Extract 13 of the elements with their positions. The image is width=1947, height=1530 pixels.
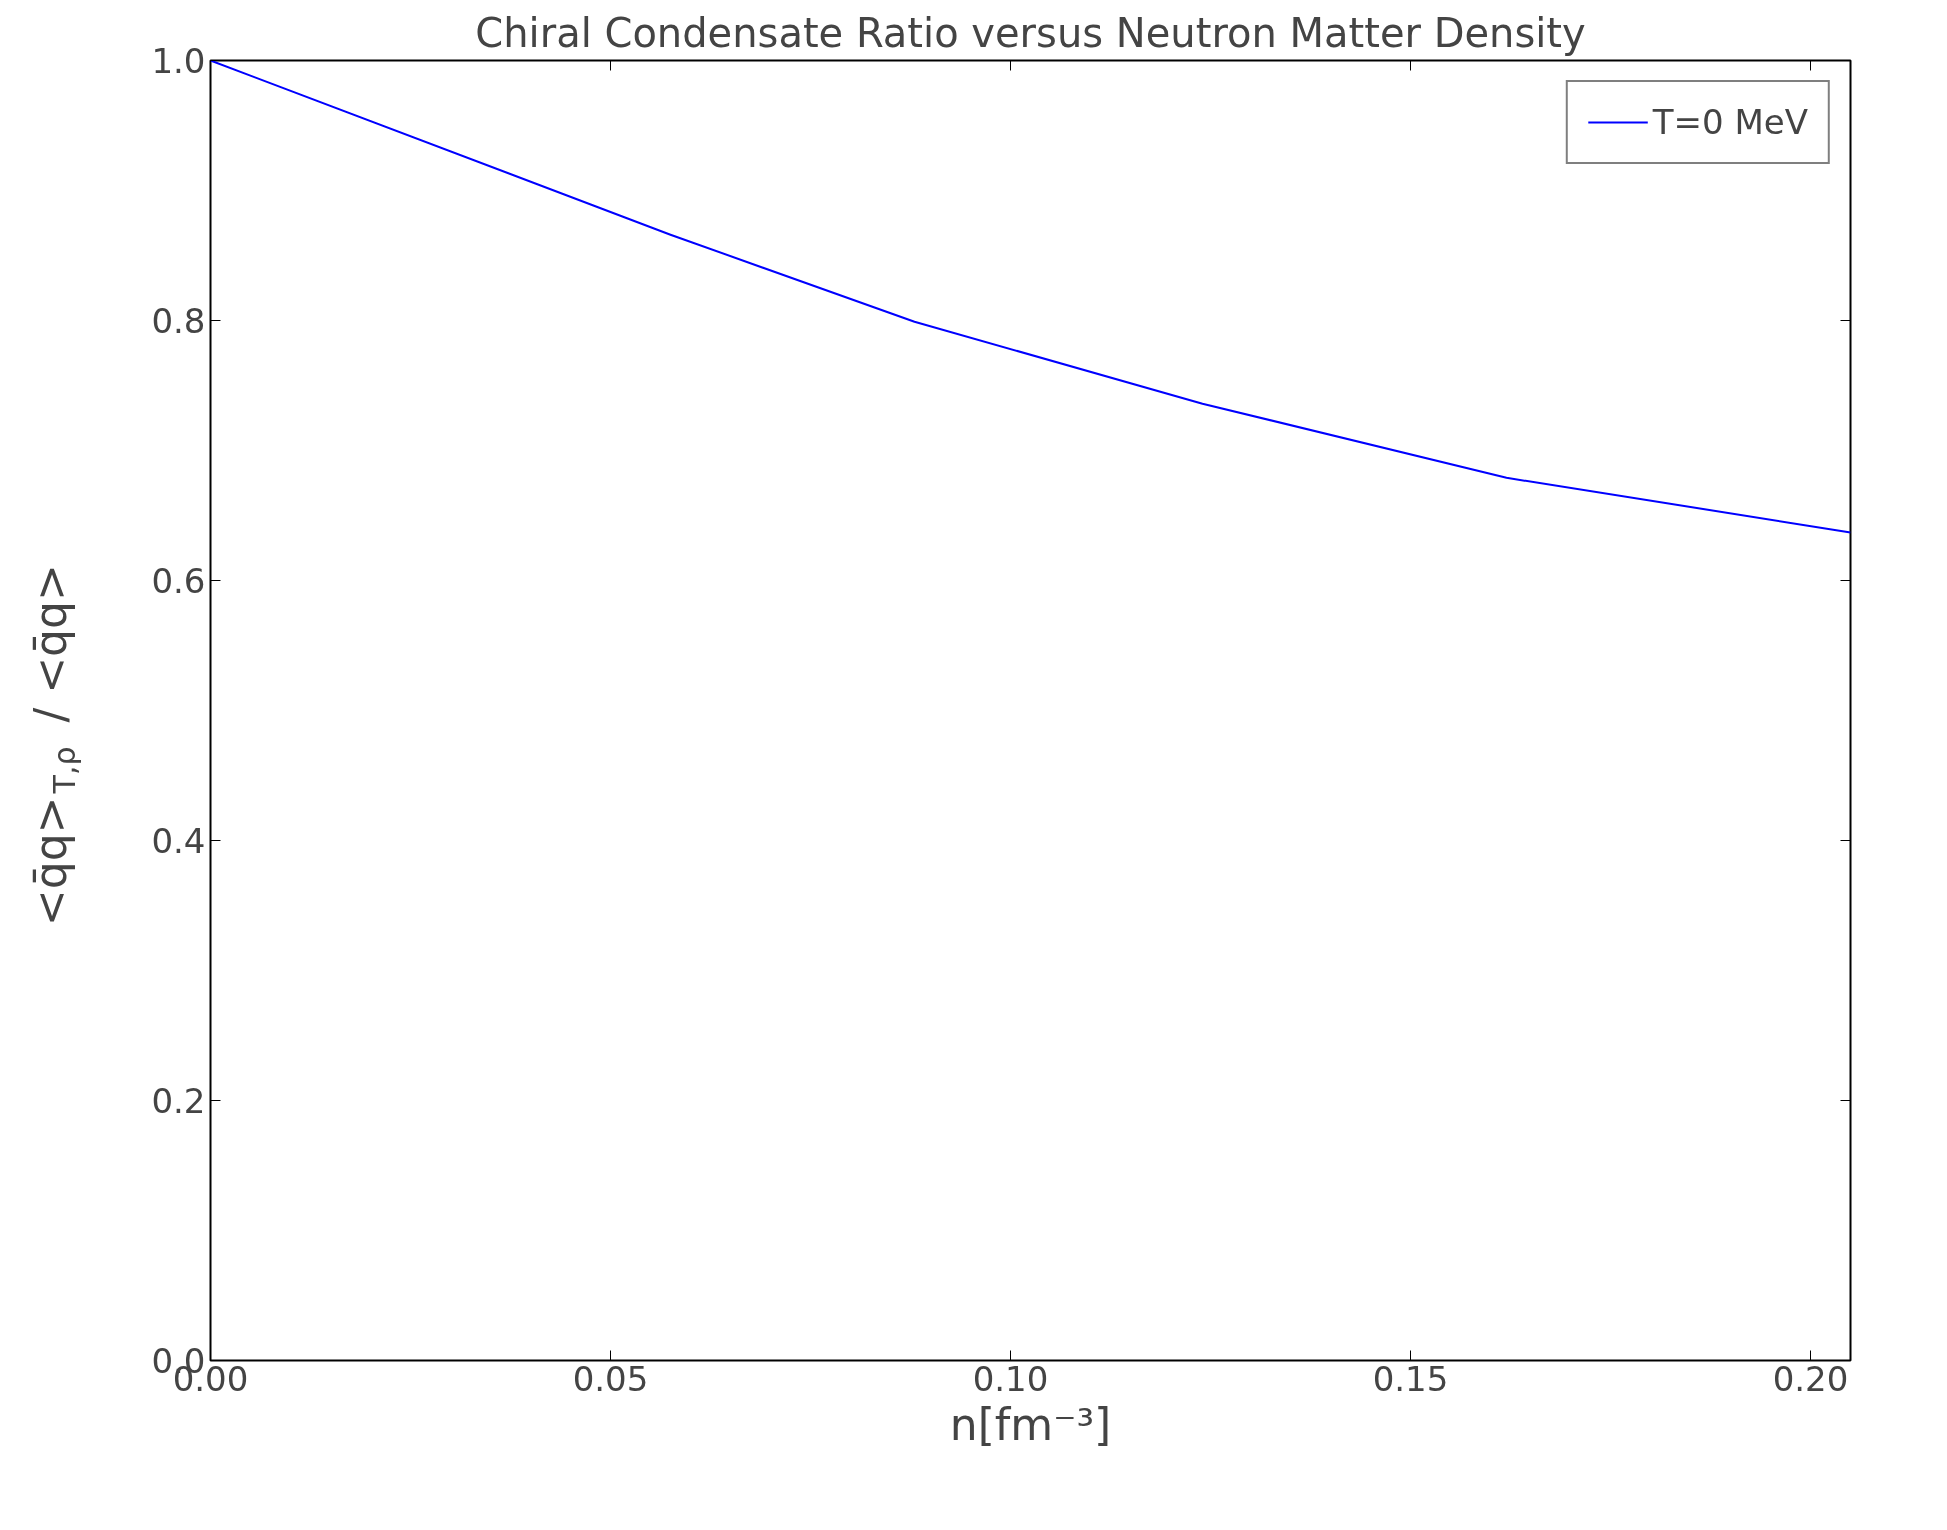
x-axis-title: n[fm⁻³] [949, 1398, 1112, 1450]
x-tick-label: 0.05 [572, 1358, 649, 1399]
legend-label: T=0 MeV [1652, 102, 1808, 142]
y-tick-label: 0.2 [151, 1081, 206, 1121]
chart-title: Chiral Condensate Ratio versus Neutron Matter Density [475, 9, 1586, 56]
y-axis-title: <q̄q>T,ρ / <q̄q> [25, 564, 82, 927]
x-tick-label: 0.10 [972, 1358, 1049, 1399]
y-tick-label: 0.6 [151, 561, 206, 601]
y-tick-label: 0.4 [151, 821, 206, 861]
x-tick-label: 0.20 [1772, 1358, 1849, 1399]
x-tick-label: 0.15 [1372, 1358, 1449, 1399]
y-tick-label: 1.0 [151, 41, 206, 81]
y-tick-label: 0.8 [151, 301, 206, 341]
